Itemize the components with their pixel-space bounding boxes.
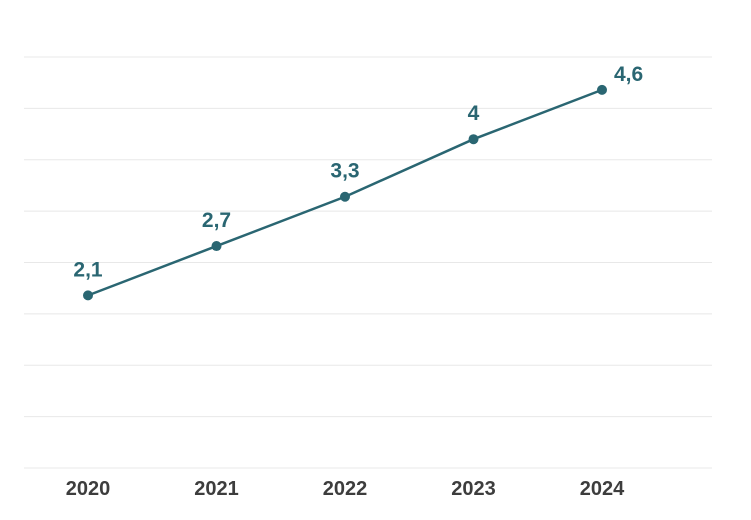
data-point — [597, 84, 607, 95]
x-tick-label: 2020 — [66, 478, 111, 500]
data-label: 2,7 — [202, 209, 231, 232]
x-tick-label: 2023 — [451, 478, 496, 500]
data-points — [83, 84, 607, 301]
data-point — [211, 241, 222, 252]
gridlines — [24, 56, 712, 469]
x-tick-label: 2024 — [580, 478, 625, 500]
data-label: 2,1 — [73, 258, 103, 281]
data-point — [340, 191, 350, 202]
x-tick-label: 2022 — [323, 478, 368, 500]
data-point — [468, 134, 479, 145]
data-labels: 2,1 2,7 3,3 4 4,6 — [73, 63, 643, 282]
data-label: 3,3 — [330, 160, 359, 183]
x-tick-label: 2021 — [194, 478, 239, 500]
x-axis-tick-labels: 2020 2021 2022 2023 2024 — [66, 478, 625, 500]
data-point — [83, 290, 93, 301]
data-label: 4,6 — [614, 63, 643, 86]
data-label: 4 — [468, 102, 480, 125]
